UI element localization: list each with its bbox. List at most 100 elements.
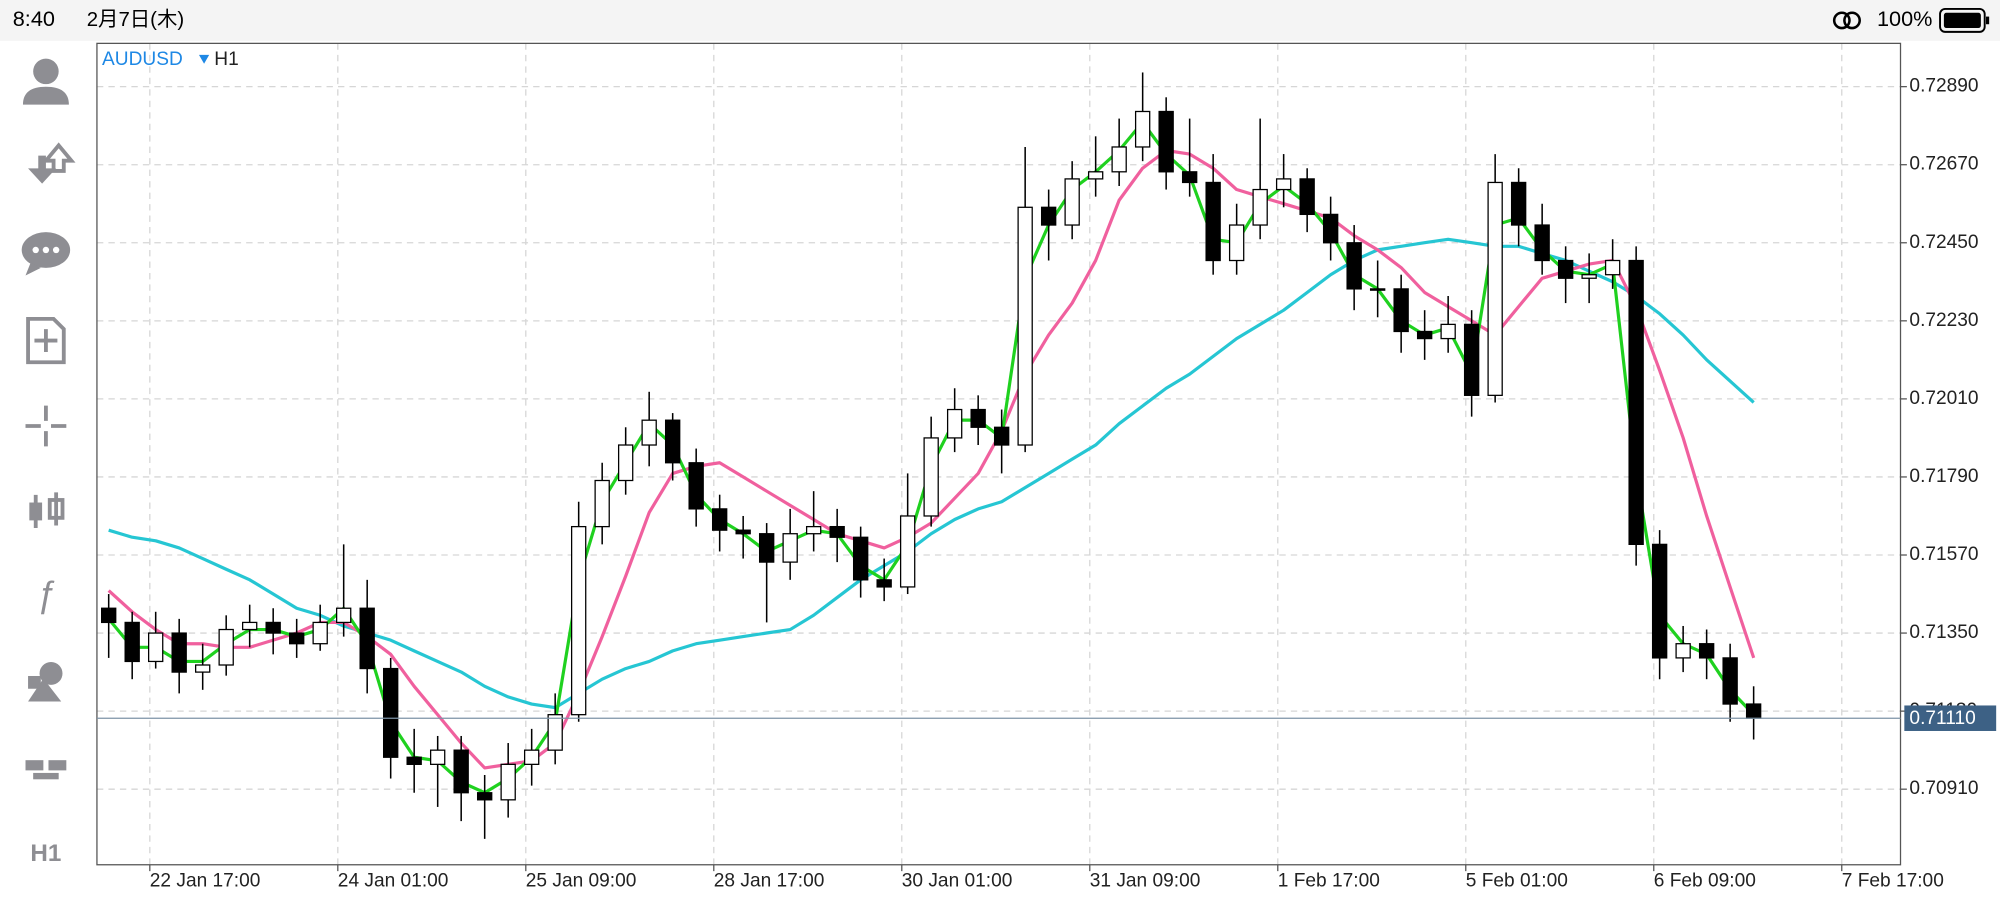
candle-body — [547, 714, 563, 751]
candle-body — [1346, 242, 1362, 290]
candle-body — [688, 462, 704, 510]
candle-body — [1393, 288, 1409, 333]
trade-icon[interactable] — [28, 142, 76, 184]
candle-body — [1040, 206, 1057, 226]
candle-body — [1440, 323, 1456, 340]
candle-body — [570, 525, 587, 716]
candle-body — [359, 607, 375, 670]
candle-body — [782, 533, 798, 563]
candle-body — [899, 515, 916, 588]
x-tick-label: 5 Feb 01:00 — [1466, 870, 1568, 891]
candle-body — [124, 621, 140, 663]
link-icon — [1832, 11, 1861, 30]
candle-body — [758, 533, 775, 563]
x-tick-label: 30 Jan 01:00 — [902, 870, 1013, 891]
new-order-icon[interactable] — [26, 316, 66, 365]
chart-frame — [96, 42, 1902, 866]
candle-body — [946, 408, 963, 439]
candle-body — [735, 529, 751, 535]
candle-body — [617, 444, 634, 482]
current-price-label: 0.71110 — [1909, 708, 1975, 729]
candle-body — [993, 426, 1010, 446]
x-tick-label: 1 Feb 17:00 — [1278, 870, 1380, 891]
timeframe-button[interactable]: H1 — [30, 840, 61, 867]
chart-timeframe: H1 — [214, 49, 238, 70]
candle-body — [1487, 181, 1503, 396]
candle-body — [664, 419, 681, 464]
candle-body — [1698, 643, 1715, 659]
x-tick-label: 7 Feb 17:00 — [1842, 870, 1944, 891]
candle-body — [147, 632, 164, 663]
candle-body — [241, 621, 258, 631]
candle-body — [1628, 259, 1644, 546]
chart-type-icon[interactable] — [29, 492, 65, 529]
y-tick-label: 0.72450 — [1909, 232, 1978, 253]
x-tick-label: 6 Feb 09:00 — [1654, 870, 1756, 891]
x-tick-label: 31 Jan 09:00 — [1090, 870, 1201, 891]
crosshair-icon[interactable] — [25, 405, 67, 447]
x-tick-label: 28 Jan 17:00 — [714, 870, 825, 891]
candle-body — [1087, 171, 1104, 180]
candle-body — [1228, 224, 1245, 262]
battery-level: 100% — [1877, 6, 1932, 31]
candle-body — [453, 749, 469, 794]
status-bar — [0, 0, 2000, 41]
date: 2月7日(木) — [87, 8, 184, 31]
candle-body — [500, 763, 516, 801]
svg-text:ƒ: ƒ — [36, 574, 56, 615]
moving-average — [108, 237, 1755, 710]
objects-icon[interactable] — [28, 661, 63, 702]
x-tick-label: 24 Jan 01:00 — [338, 870, 449, 891]
battery-icon — [1939, 7, 1990, 33]
y-tick-label: 0.71350 — [1909, 622, 1978, 643]
candle-body — [1510, 181, 1527, 226]
candle-body — [641, 419, 657, 446]
candle-body — [594, 479, 610, 528]
candle-body — [1557, 259, 1574, 279]
candle-body — [335, 607, 352, 624]
left-toolbar: ƒ H1 — [21, 58, 76, 867]
candle-body — [265, 621, 281, 634]
candle-body — [1416, 330, 1433, 340]
symbol-dropdown[interactable] — [198, 54, 210, 64]
candle-body — [1604, 259, 1621, 276]
indicators-icon[interactable]: ƒ — [36, 574, 56, 615]
candle-body — [711, 508, 728, 531]
x-tick-label: 25 Jan 09:00 — [526, 870, 637, 891]
candle-body — [382, 667, 399, 758]
candle-body — [1322, 213, 1339, 244]
candle-body — [429, 749, 446, 765]
candle-body — [923, 437, 939, 517]
y-tick-label: 0.71790 — [1909, 466, 1978, 487]
account-icon[interactable] — [22, 58, 69, 105]
current-price-box — [1904, 705, 1997, 731]
candle-body — [1463, 323, 1480, 396]
y-tick-label: 0.72230 — [1909, 310, 1978, 331]
windows-icon[interactable] — [25, 760, 67, 780]
candle-body — [218, 628, 234, 666]
candle-body — [1369, 288, 1386, 291]
x-tick-label: 22 Jan 17:00 — [150, 870, 261, 891]
candle-body — [829, 525, 845, 538]
candle-body — [970, 408, 986, 428]
candle-body — [1252, 188, 1268, 226]
candle-body — [1158, 110, 1174, 173]
y-tick-label: 0.71570 — [1909, 544, 1978, 565]
candle-body — [1134, 110, 1151, 148]
candle-body — [1205, 181, 1221, 262]
candles — [101, 72, 1762, 839]
candle-body — [1111, 146, 1127, 173]
candle-body — [1275, 178, 1292, 191]
symbol[interactable]: AUDUSD — [102, 49, 183, 70]
candle-body — [476, 792, 493, 801]
candle-body — [312, 621, 328, 645]
candle-body — [876, 579, 892, 588]
y-tick-label: 0.72670 — [1909, 154, 1978, 175]
candle-body — [1534, 224, 1550, 262]
candle-body — [1581, 274, 1597, 279]
candle-body — [1017, 206, 1033, 446]
y-tick-label: 0.72010 — [1909, 388, 1978, 409]
